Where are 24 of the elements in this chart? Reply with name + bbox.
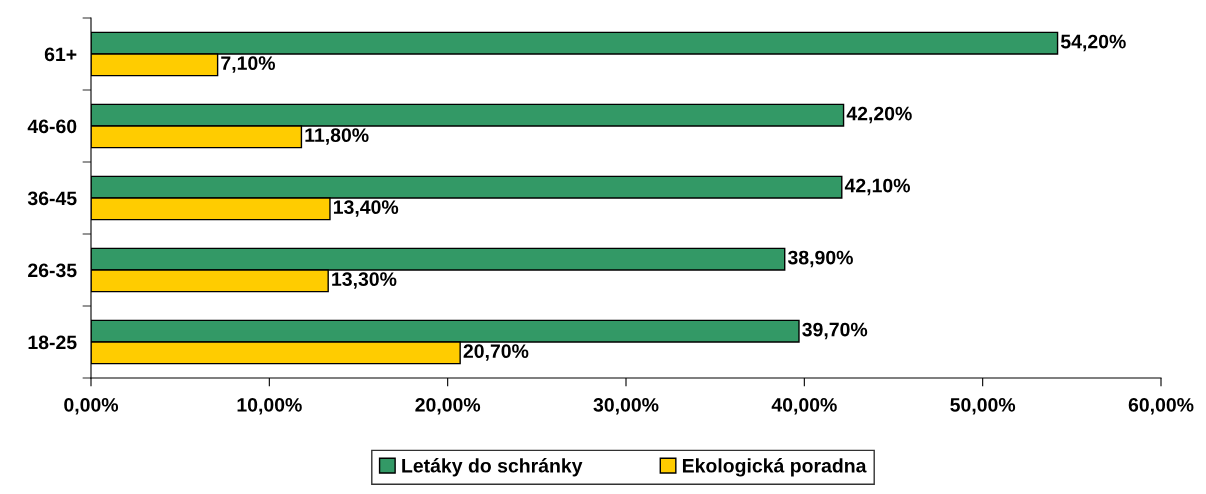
x-tick-label: 40,00% [771,397,837,415]
y-tick-label: 61+ [44,47,77,62]
y-tick-label: 46-60 [27,119,77,134]
x-tick-label: 20,00% [415,397,481,415]
x-tick-label: 60,00% [1128,397,1194,415]
x-tick-label: 50,00% [950,397,1016,415]
data-label: 38,90% [787,250,853,268]
y-tick-label: 36-45 [27,191,77,206]
data-label: 7,10% [221,56,276,73]
legend-label: Ekologická poradna [682,458,867,477]
data-label: 39,70% [802,322,868,340]
data-label: 42,20% [846,106,912,124]
data-label: 13,40% [333,200,399,217]
data-label: 13,30% [332,272,397,289]
data-label: 42,10% [844,178,910,196]
legend-label: Letáky do schránky [402,458,583,477]
x-tick-label: 0,00% [64,397,119,415]
data-label: 54,20% [1060,34,1126,52]
data-label: 20,70% [463,344,529,361]
data-label: 11,80% [305,128,369,145]
x-tick-label: 30,00% [593,397,659,415]
y-tick-label: 26-35 [28,263,77,278]
y-tick-label: 18-25 [28,335,77,350]
x-tick-label: 10,00% [237,397,302,415]
